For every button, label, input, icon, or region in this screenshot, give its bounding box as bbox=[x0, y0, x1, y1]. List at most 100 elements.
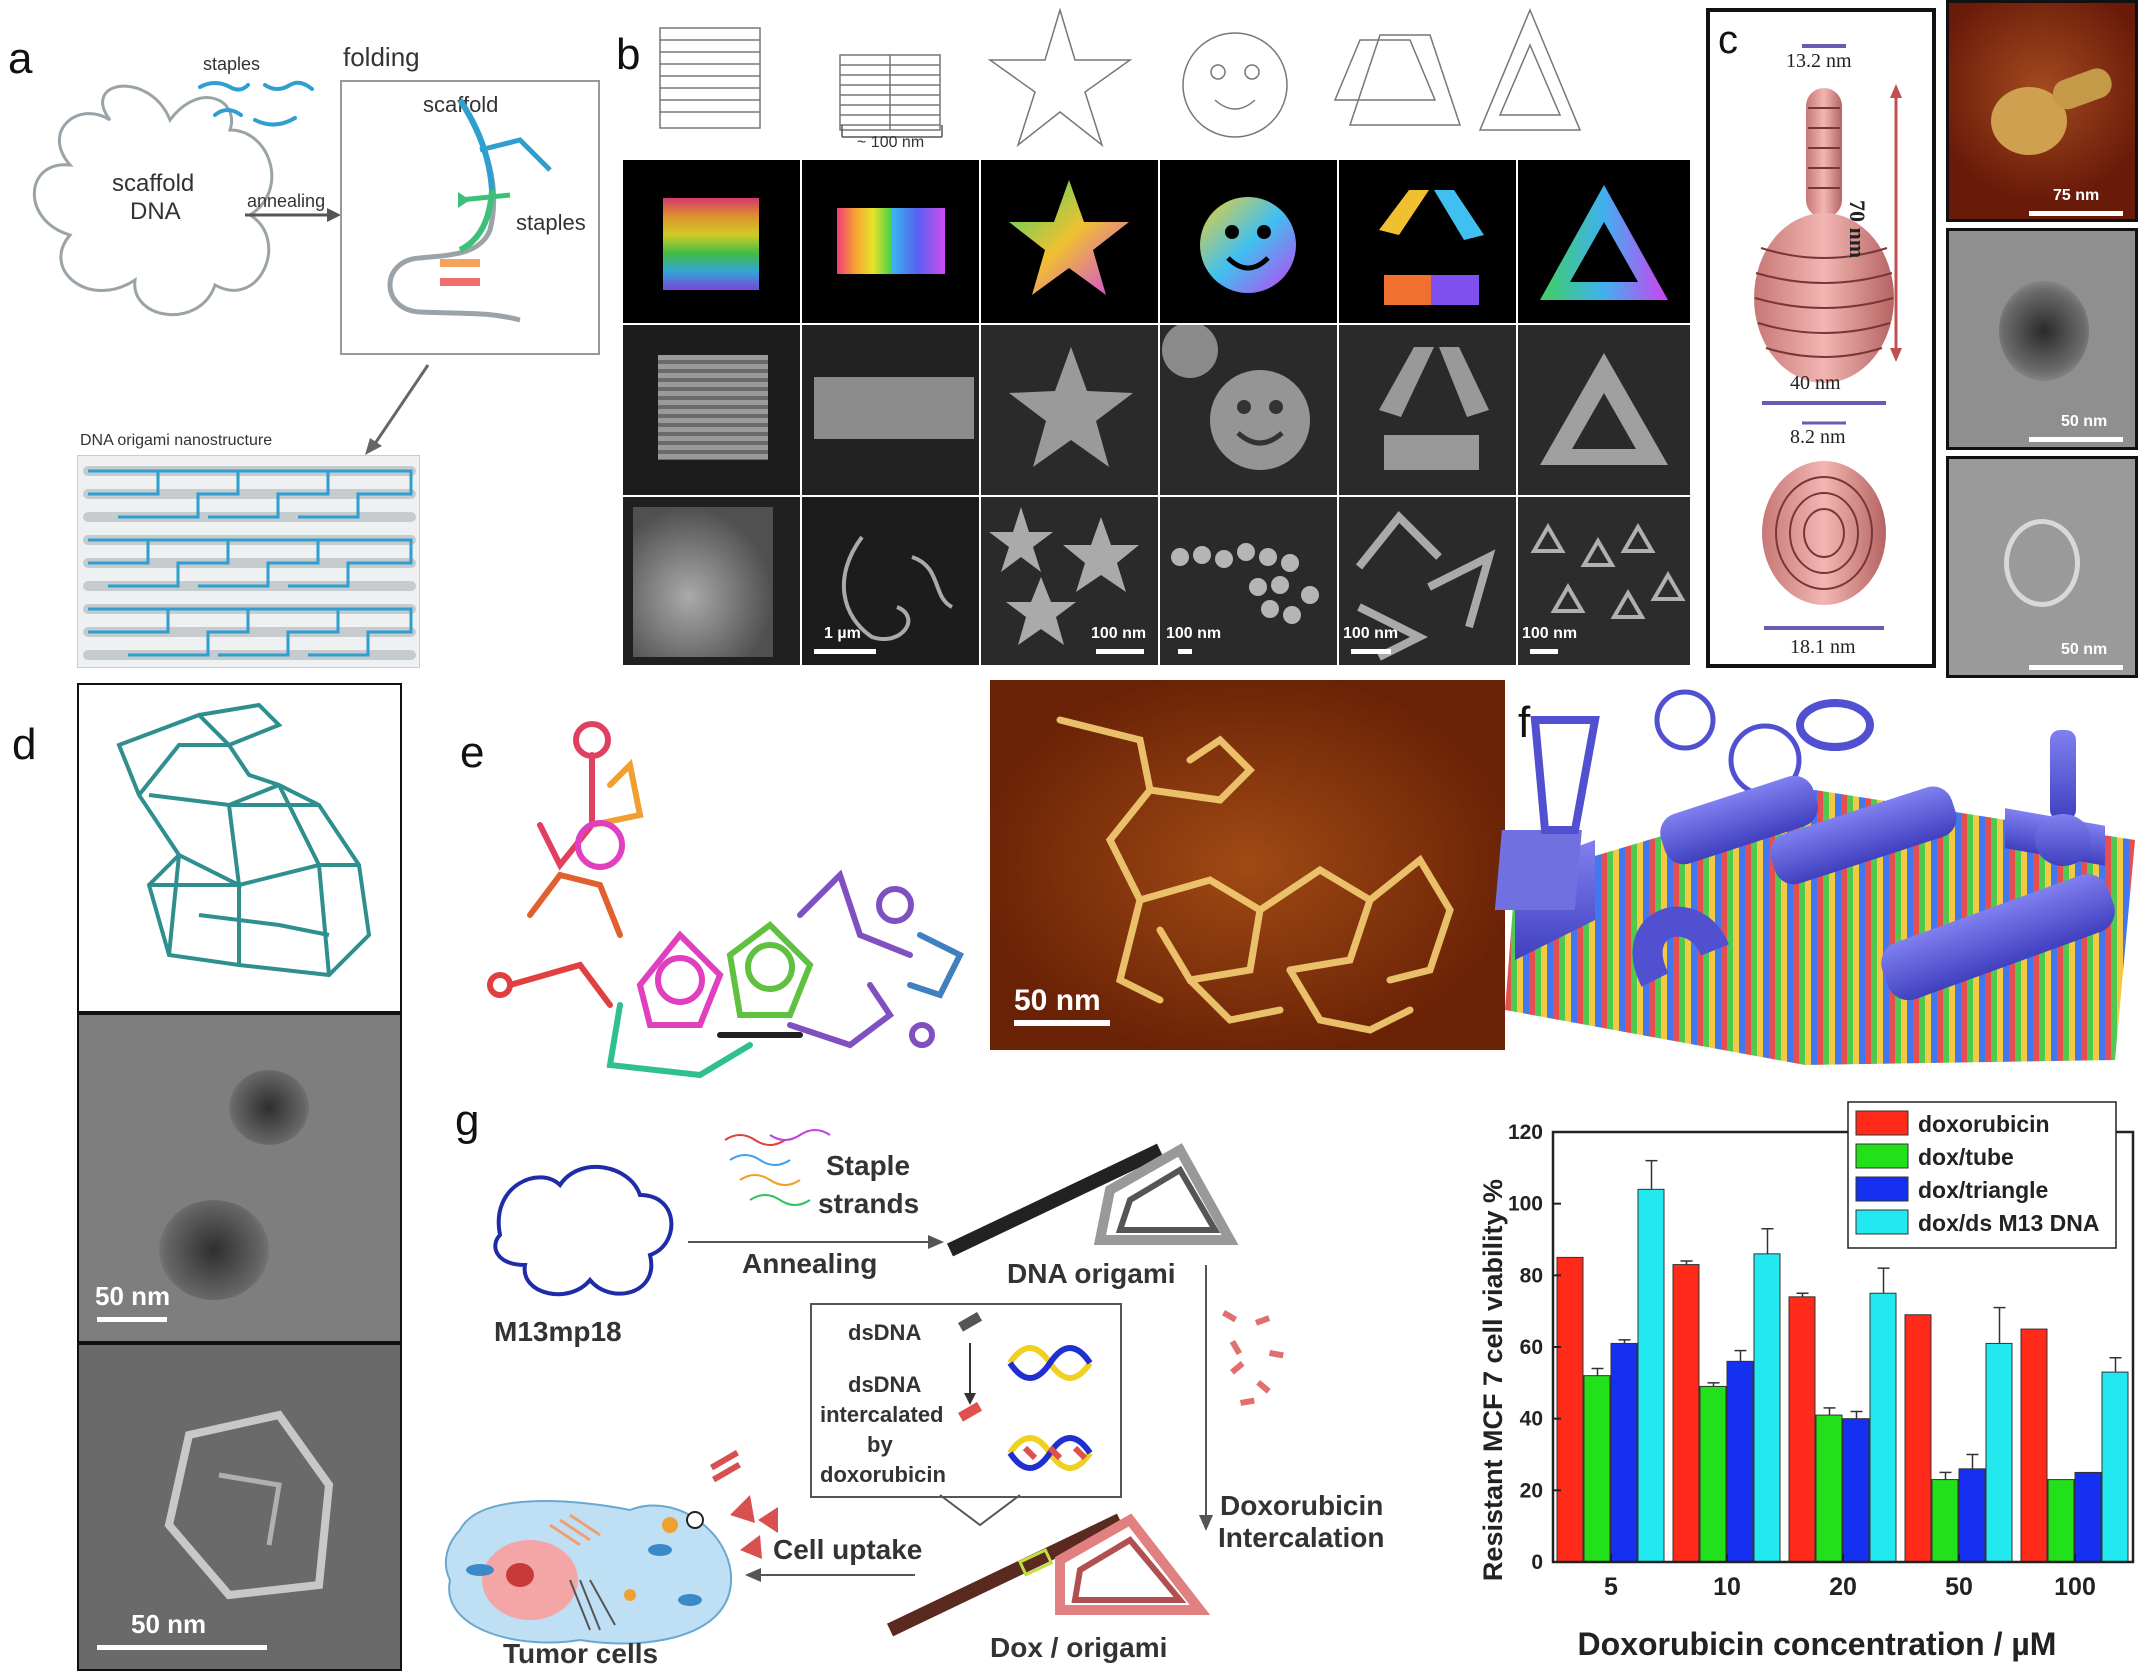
x-tick-label: 50 bbox=[1945, 1573, 1973, 1601]
bar-dox-tube-50 bbox=[1931, 1479, 1959, 1563]
scale-label-100nm-triangle: 100 nm bbox=[1522, 625, 1578, 642]
legend-swatch bbox=[1855, 1176, 1909, 1202]
scale-bar bbox=[814, 649, 876, 654]
x-tick-label: 20 bbox=[1829, 1573, 1857, 1601]
scale-label-50nm-e: 50 nm bbox=[1014, 984, 1101, 1017]
intercalated-label-3: by bbox=[867, 1432, 893, 1457]
scale-label-100nm-smiley: 100 nm bbox=[1166, 625, 1222, 642]
scale-bar bbox=[2029, 211, 2123, 216]
legend-label: dox/tube bbox=[1918, 1144, 2014, 1170]
cell-uptake-label: Cell uptake bbox=[773, 1534, 923, 1565]
scale-bar bbox=[1351, 649, 1391, 654]
panel-e-label: e bbox=[460, 728, 485, 777]
legend-label: dox/triangle bbox=[1918, 1177, 2048, 1203]
colored-model-smiley bbox=[1160, 160, 1337, 323]
bar-dox-ds-m13-dna-5 bbox=[1637, 1188, 1665, 1563]
folding-scaffold-path bbox=[387, 98, 552, 323]
bar-dox-triangle-10 bbox=[1726, 1360, 1754, 1563]
uptake-origami-icons bbox=[710, 1450, 778, 1559]
scale-label-50nm-d1: 50 nm bbox=[95, 1281, 171, 1311]
colored-model-triangle-rect bbox=[1339, 160, 1516, 323]
dimension-bracket bbox=[841, 125, 943, 138]
afm-nanoflask: 75 nm bbox=[1946, 0, 2138, 222]
intercalation-arrow bbox=[1199, 1265, 1213, 1531]
bar-dox-tube-10 bbox=[1699, 1385, 1727, 1563]
colored-model-triangle bbox=[1518, 160, 1690, 323]
dox-origami-tube-triangle bbox=[886, 1513, 1211, 1637]
intercalated-label-1: dsDNA bbox=[848, 1372, 922, 1397]
annealing-arrow-g bbox=[688, 1235, 944, 1249]
chart-bars bbox=[1556, 1188, 2129, 1563]
dim-bottom: 18.1 nm bbox=[1790, 636, 1856, 658]
tem-bunny-wide: 50 nm bbox=[77, 1013, 402, 1343]
colored-model-square bbox=[623, 160, 800, 323]
bar-dox-ds-m13-dna-10 bbox=[1753, 1253, 1781, 1563]
nanostructure-arrow bbox=[365, 364, 430, 455]
scale-bar bbox=[1014, 1020, 1110, 1026]
x-tick-label: 100 bbox=[2054, 1573, 2096, 1601]
afm-flower: 50 nm bbox=[990, 680, 1505, 1050]
scale-bar bbox=[2029, 437, 2123, 442]
afm-triangle-rect bbox=[1339, 325, 1516, 495]
y-tick-label: 40 bbox=[1520, 1408, 1543, 1431]
panel-g-label: g bbox=[455, 1096, 480, 1145]
y-tick-label: 100 bbox=[1508, 1193, 1543, 1216]
scale-bar bbox=[97, 1317, 167, 1322]
panel-d-label: d bbox=[12, 720, 37, 769]
afm-triangle bbox=[1518, 325, 1690, 495]
dim-top: 13.2 nm bbox=[1786, 50, 1852, 72]
staple-label-1: Staple bbox=[826, 1150, 911, 1181]
origami-label-g: DNA origami bbox=[1007, 1258, 1176, 1289]
staples-label: staples bbox=[203, 54, 261, 74]
y-tick-label: 60 bbox=[1520, 1336, 1543, 1359]
bar-dox-ds-m13-dna-50 bbox=[1985, 1342, 2013, 1563]
scaffold-dna-label-2: DNA bbox=[130, 198, 181, 225]
wireframe-flower-design bbox=[487, 721, 965, 1079]
legend-label: dox/ds M13 DNA bbox=[1918, 1210, 2099, 1236]
staple-strands-icon bbox=[198, 80, 314, 127]
scaffold-dna-loop bbox=[32, 84, 274, 317]
afm-wide-star: 100 nm bbox=[981, 497, 1158, 665]
scale-label-1um: 1 µm bbox=[824, 625, 861, 642]
staple-label-2: strands bbox=[818, 1188, 920, 1219]
legend-label: doxorubicin bbox=[1918, 1111, 2050, 1137]
dox-label-2: Intercalation bbox=[1218, 1522, 1385, 1553]
bar-doxorubicin-100 bbox=[2020, 1328, 2048, 1563]
scale-bar bbox=[2029, 665, 2123, 670]
tem-nanoflask-bottom: 50 nm bbox=[1946, 456, 2138, 678]
panel-f-label: f bbox=[1518, 698, 1531, 747]
bar-doxorubicin-10 bbox=[1672, 1264, 1700, 1563]
folding-inset bbox=[340, 80, 600, 355]
y-tick-label: 120 bbox=[1508, 1121, 1543, 1144]
scale-label-50nm-bottom: 50 nm bbox=[2061, 641, 2108, 658]
tem-bunny-close: 50 nm bbox=[77, 1343, 402, 1671]
scale-bar bbox=[97, 1645, 267, 1650]
scale-label-75nm: 75 nm bbox=[2053, 187, 2100, 204]
legend-swatch bbox=[1855, 1209, 1909, 1235]
chart-y-ticks: 0 20 40 60 80 100 120 bbox=[1508, 1121, 1561, 1574]
dox-label-1: Doxorubicin bbox=[1220, 1490, 1384, 1521]
annealing-label: annealing bbox=[247, 191, 326, 211]
staple-strands-cluster bbox=[724, 1129, 831, 1206]
afm-wide-square bbox=[623, 497, 800, 665]
scale-bar bbox=[1178, 649, 1192, 654]
nanoflask-model bbox=[1754, 44, 1902, 630]
y-tick-label: 20 bbox=[1520, 1479, 1543, 1502]
x-tick-label: 5 bbox=[1604, 1573, 1618, 1601]
m13-label: M13mp18 bbox=[494, 1316, 622, 1347]
bar-dox-triangle-5 bbox=[1610, 1342, 1638, 1563]
chart-x-axis-label: Doxorubicin concentration / µM bbox=[1578, 1626, 2057, 1662]
x-tick-label: 10 bbox=[1713, 1573, 1741, 1601]
afm-wide-rectangle: 1 µm bbox=[802, 497, 979, 665]
tem-nanoflask-top: 50 nm bbox=[1946, 228, 2138, 450]
cell-uptake-arrow bbox=[745, 1568, 915, 1582]
tumor-cell-icon bbox=[440, 1480, 740, 1650]
bar-doxorubicin-20 bbox=[1788, 1296, 1816, 1563]
bar-dox-triangle-100 bbox=[2074, 1471, 2102, 1563]
afm-star bbox=[981, 325, 1158, 495]
bar-dox-triangle-20 bbox=[1842, 1418, 1870, 1563]
wireframe-bunny bbox=[77, 683, 402, 1013]
dsdna-helix-icons bbox=[957, 1312, 1093, 1471]
bar-doxorubicin-50 bbox=[1904, 1314, 1932, 1563]
